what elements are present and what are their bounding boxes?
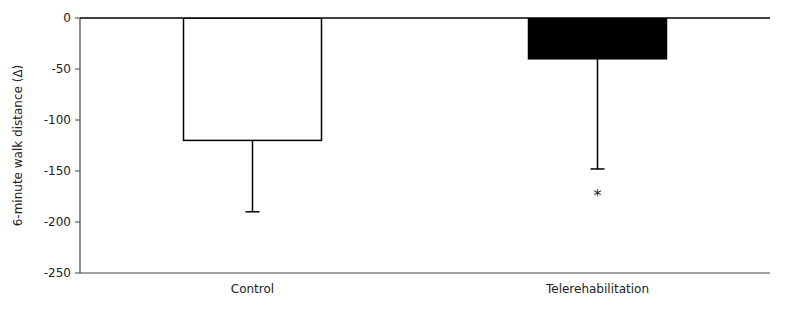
error-bar-stem xyxy=(252,140,254,211)
y-tick-label: -150 xyxy=(44,164,71,178)
y-tick-label: -50 xyxy=(51,62,71,76)
chart: 0 -50 -100 -150 -200 -250 6-minute walk distan… xyxy=(0,0,800,315)
error-bar-cap xyxy=(246,211,260,213)
y-axis: 0 -50 -100 -150 -200 -250 xyxy=(44,11,80,280)
y-tick-label: 0 xyxy=(63,11,71,25)
y-axis-line xyxy=(79,18,80,273)
annotation: * xyxy=(594,186,602,205)
zero-line xyxy=(80,17,770,19)
error-bar xyxy=(246,140,260,211)
error-bar xyxy=(591,59,605,169)
bar xyxy=(184,18,322,140)
y-tick xyxy=(75,171,80,172)
y-tick-label: -200 xyxy=(44,215,71,229)
x-tick-label: Telerehabilitation xyxy=(545,282,649,296)
y-tick-label: -100 xyxy=(44,113,71,127)
error-bar-stem xyxy=(597,59,599,169)
y-tick xyxy=(75,222,80,223)
error-bar-cap xyxy=(591,168,605,170)
bar xyxy=(529,18,667,59)
x-tick-label: Control xyxy=(231,282,274,296)
y-axis-label: 6-minute walk distance (Δ) xyxy=(11,65,25,227)
y-tick-label: -250 xyxy=(44,266,71,280)
plot-area xyxy=(184,18,667,212)
y-tick xyxy=(75,120,80,121)
y-tick xyxy=(75,69,80,70)
y-tick xyxy=(75,18,80,19)
x-axis-line xyxy=(80,272,770,273)
chart-container: 0 -50 -100 -150 -200 -250 6-minute walk distan… xyxy=(0,0,800,315)
y-tick xyxy=(75,273,80,274)
